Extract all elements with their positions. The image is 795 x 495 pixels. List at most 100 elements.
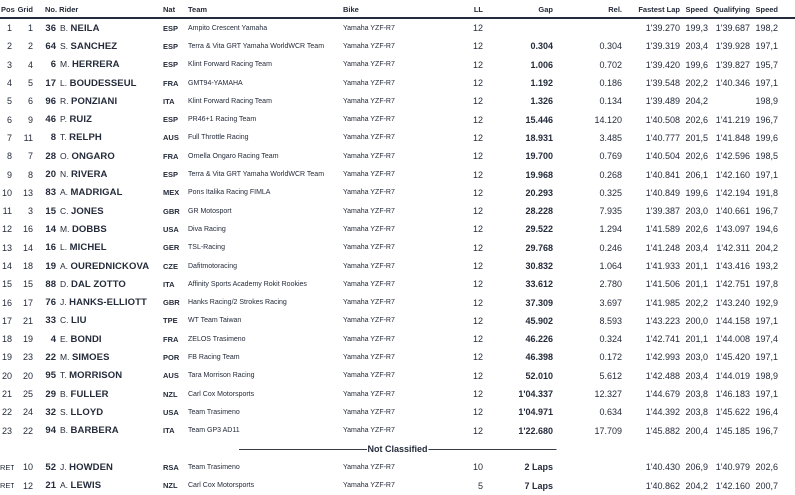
qualifying-speed-cell: 196,4 [755, 407, 778, 418]
qualifying-time-cell: 1'40.979 [715, 462, 750, 473]
relative-gap-cell: 8.593 [599, 315, 622, 326]
fastest-lap-speed-cell: 204,2 [685, 480, 708, 491]
bike-cell: Yamaha YZF-R7 [343, 244, 395, 252]
qualifying-time-cell: 1'43.416 [715, 261, 750, 271]
grid-cell: 12 [22, 480, 33, 491]
fastest-lap-speed-cell: 203,0 [685, 352, 708, 363]
fastest-lap-cell: 1'42.488 [645, 370, 680, 381]
rider-initial: C. [60, 205, 69, 216]
position-cell: 13 [1, 242, 12, 253]
laps-cell: 12 [472, 315, 483, 326]
rider-surname: NEILA [70, 22, 100, 34]
result-row: 2 2 64 S. SANCHEZ ESP Terra & Vita GRT Yamaha… [0, 37, 795, 55]
laps-cell: 12 [472, 242, 483, 253]
grid-cell: 9 [27, 114, 33, 125]
col-header-grid: Grid [17, 5, 33, 14]
qualifying-time-cell: 1'44.019 [715, 370, 750, 381]
rider-number-cell: 33 [45, 315, 56, 327]
rider-surname: RELPH [69, 132, 102, 144]
relative-gap-cell: 5.612 [599, 370, 622, 381]
rider-surname: DOBBS [71, 223, 107, 235]
rider-surname: MICHEL [69, 242, 107, 254]
fastest-lap-speed-cell: 203,0 [685, 206, 708, 217]
bike-cell: Yamaha YZF-R7 [343, 262, 395, 270]
grid-cell: 15 [22, 279, 33, 290]
bike-cell: Yamaha YZF-R7 [343, 408, 395, 416]
gap-cell: 28.228 [525, 206, 553, 217]
qualifying-time-cell: 1'39.827 [715, 59, 750, 70]
team-cell: Ampito Crescent Yamaha [188, 24, 268, 32]
ret-row: RET 12 21 A. LEWIS NZL Carl Cox Motorsports Ya… [0, 476, 795, 494]
relative-gap-cell: 12.327 [594, 389, 622, 400]
grid-cell: 7 [27, 151, 33, 162]
rider-initial: C. [60, 315, 69, 326]
rider-name-cell: O. ONGARO [56, 147, 160, 165]
qualifying-speed-cell: 194,6 [755, 224, 778, 235]
bike-cell: Yamaha YZF-R7 [343, 24, 395, 32]
fastest-lap-speed-cell: 204,2 [685, 96, 708, 107]
rider-name-cell: A. LEWIS [56, 476, 160, 494]
qualifying-time-cell: 1'41.848 [715, 132, 750, 143]
grid-cell: 2 [27, 41, 33, 52]
fastest-lap-speed-cell: 202,6 [685, 114, 708, 125]
result-row: 19 23 22 M. SIMOES POR FB Racing Team Yamaha Y… [0, 348, 795, 366]
position-cell: 1 [6, 23, 12, 34]
rider-initial: B. [60, 425, 69, 436]
result-row: 13 14 16 L. MICHEL GER TSL-Racing Yamaha YZF-R… [0, 239, 795, 257]
rider-name-cell: M. HERRERA [56, 56, 160, 74]
rider-name-cell: S. SANCHEZ [56, 37, 160, 55]
fastest-lap-speed-cell: 201,1 [685, 261, 708, 271]
nationality-cell: USA [163, 224, 179, 234]
rider-number-cell: 28 [45, 150, 56, 162]
row-padding-cell [779, 367, 795, 385]
laps-cell: 12 [472, 206, 483, 217]
ret-row: RET 10 52 J. HOWDEN RSA Team Trasimeno Yamaha … [0, 458, 795, 476]
gap-cell: 33.612 [525, 279, 553, 290]
bike-cell: Yamaha YZF-R7 [343, 372, 395, 380]
bike-cell: Yamaha YZF-R7 [343, 299, 395, 307]
rider-number-cell: 14 [45, 223, 56, 235]
nationality-cell: ESP [163, 23, 179, 33]
rider-number-cell: 29 [45, 388, 56, 400]
position-cell: 9 [6, 169, 12, 180]
qualifying-speed-cell: 195,7 [755, 59, 778, 70]
result-row: 4 5 17 L. BOUDESSEUL FRA GMT94-YAMAHA Yamaha Y… [0, 74, 795, 92]
fastest-lap-speed-cell: 203,4 [685, 242, 708, 253]
rider-surname: SANCHEZ [70, 40, 118, 52]
relative-gap-cell: 0.186 [599, 78, 622, 89]
col-header-laps: LL [473, 5, 483, 14]
rider-name-cell: D. DAL ZOTTO [56, 275, 160, 293]
row-padding-cell [779, 239, 795, 257]
team-cell: Dafitmotoracing [188, 262, 238, 270]
gap-cell: 29.522 [525, 224, 553, 235]
grid-cell: 1 [27, 23, 33, 34]
row-padding-cell [779, 18, 795, 37]
bike-cell: Yamaha YZF-R7 [343, 280, 395, 288]
gap-cell: 1'04.337 [518, 389, 553, 400]
bike-cell: Yamaha YZF-R7 [343, 463, 395, 471]
fastest-lap-speed-cell: 200,4 [685, 425, 708, 436]
qualifying-speed-cell: 197,1 [755, 352, 778, 363]
rider-number-cell: 32 [45, 406, 56, 418]
rider-name-cell: B. NEILA [56, 18, 160, 37]
grid-cell: 20 [22, 370, 33, 381]
grid-cell: 5 [27, 78, 33, 89]
col-header-qualifying: Qualifying [713, 5, 750, 14]
rider-name-cell: C. JONES [56, 202, 160, 220]
not-classified-separator-cell: ———————————————Not Classified———————————… [0, 440, 795, 458]
bike-cell: Yamaha YZF-R7 [343, 171, 395, 179]
position-cell: 6 [6, 114, 12, 125]
team-cell: TSL-Racing [188, 244, 225, 252]
team-cell: WT Team Taiwan [188, 317, 242, 325]
rider-name-cell: T. RELPH [56, 129, 160, 147]
qualifying-time-cell: 1'42.751 [715, 279, 750, 290]
grid-cell: 23 [22, 352, 33, 363]
qualifying-speed-cell: 197,8 [755, 279, 778, 290]
laps-cell: 5 [477, 480, 483, 491]
laps-cell: 12 [472, 23, 483, 34]
rider-initial: O. [60, 150, 69, 161]
fastest-lap-speed-cell: 202,6 [685, 151, 708, 162]
separator-dashes-right: ——————————————— [428, 443, 557, 454]
laps-cell: 12 [472, 352, 483, 363]
